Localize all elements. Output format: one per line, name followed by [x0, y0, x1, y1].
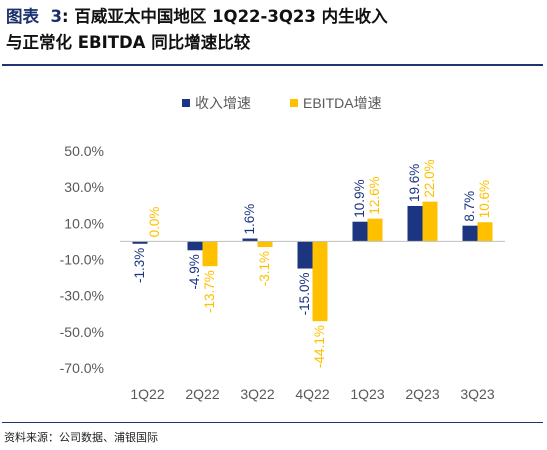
bar-ebitda	[422, 201, 438, 242]
y-tick-label: 10.0%	[64, 215, 104, 231]
data-label: -15.0%	[297, 273, 312, 316]
data-label: -13.7%	[202, 270, 217, 313]
x-tick-label: 3Q23	[460, 386, 494, 402]
bar-ebitda	[202, 241, 218, 267]
bar-revenue	[407, 205, 423, 242]
data-label: -1.3%	[132, 248, 147, 283]
data-label: 10.9%	[352, 179, 367, 217]
source-note: 资料来源：公司数据、浦银国际	[4, 431, 158, 444]
data-label: 22.0%	[422, 159, 437, 197]
data-label: 10.6%	[477, 180, 492, 218]
legend-label: 收入增速	[195, 95, 251, 111]
x-tick-label: 1Q22	[130, 386, 164, 402]
legend-swatch	[182, 99, 190, 107]
x-tick-label: 1Q23	[350, 386, 384, 402]
bar-revenue	[352, 221, 368, 242]
x-tick-label: 2Q23	[405, 386, 439, 402]
bottom-rule	[2, 422, 543, 423]
data-label: 12.6%	[367, 176, 382, 214]
bar-revenue	[462, 225, 478, 242]
x-tick-label: 2Q22	[185, 386, 219, 402]
data-label: 0.0%	[147, 207, 162, 238]
y-tick-label: -10.0%	[60, 252, 104, 268]
bar-ebitda	[367, 218, 383, 242]
y-tick-label: 50.0%	[64, 143, 104, 159]
data-label: -4.9%	[187, 254, 202, 289]
y-tick-label: -50.0%	[60, 324, 104, 340]
data-label: 8.7%	[462, 191, 477, 222]
bar-chart: 50.0% 30.0% 10.0% -10.0% -30.0% -50.0% -70.0% -…	[60, 95, 505, 402]
y-tick-label: 30.0%	[64, 179, 104, 195]
bar-ebitda	[312, 241, 328, 322]
caption-line-1: 百威亚太中国地区 1Q22-3Q23 内生收入	[74, 7, 388, 26]
bar-ebitda	[257, 241, 273, 248]
data-label: 19.6%	[407, 164, 422, 202]
figure-label: 图表 3	[6, 7, 62, 26]
bar-revenue	[187, 241, 203, 251]
x-tick-label: 3Q22	[240, 386, 274, 402]
bar-ebitda	[477, 222, 493, 242]
x-tick-label: 4Q22	[295, 386, 329, 402]
data-label: -3.1%	[257, 251, 272, 286]
data-label: 1.6%	[242, 204, 257, 235]
legend-label: EBITDA增速	[303, 95, 382, 111]
data-label: -44.1%	[312, 325, 327, 368]
y-tick-label: -70.0%	[60, 360, 104, 376]
bar-revenue	[297, 241, 313, 269]
y-tick-label: -30.0%	[60, 288, 104, 304]
legend-swatch	[290, 99, 298, 107]
bar-revenue	[242, 238, 258, 242]
figure-title: 图表 3: 百威亚太中国地区 1Q22-3Q23 内生收入 与正常化 EBITD…	[6, 7, 388, 52]
caption-line-2: 与正常化 EBITDA 同比增速比较	[6, 33, 251, 52]
top-rule	[2, 64, 543, 66]
bar-revenue	[132, 241, 148, 244]
